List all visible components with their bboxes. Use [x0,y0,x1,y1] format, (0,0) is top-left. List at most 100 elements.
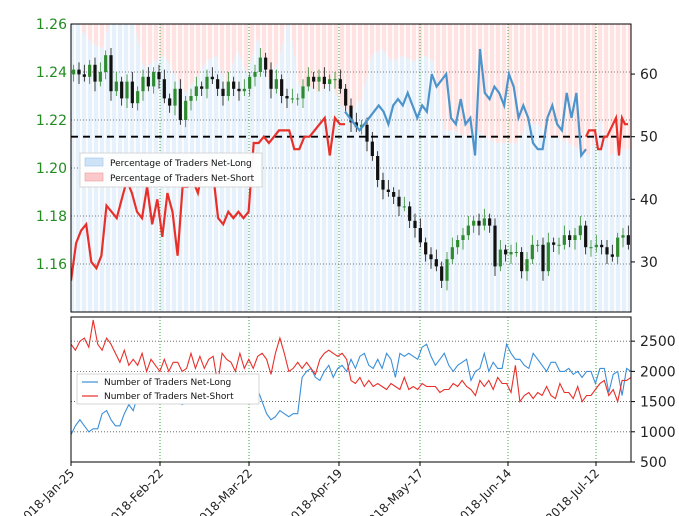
candle-body [285,96,289,99]
candle-body [152,72,156,87]
price-sentiment-panel: 1.26 1.24 1.22 1.20 1.18 1.16 60 50 40 30 Percen… [36,17,658,313]
candle-body [578,225,582,236]
candle-body [205,76,209,89]
candle-body [514,252,518,253]
candle-body [525,259,529,272]
candle-body [418,228,422,243]
candle-body [141,76,145,92]
candle-body [488,218,492,226]
candle-body [493,225,497,267]
bottom-legend: Number of Traders Net-Long Number of Tra… [76,373,260,405]
candle-body [125,81,129,99]
candle-body [338,79,342,89]
net-long-percent-line [344,48,587,159]
count-tick-label: 2000 [640,364,676,380]
count-tick-label: 500 [640,455,667,471]
candle-body [237,88,241,92]
candle-body [450,247,454,260]
candle-body [77,69,81,75]
candle-body [530,244,534,260]
candle-body [88,64,92,77]
candle-body [429,254,433,260]
legend-count-net-short: Number of Traders Net-Short [104,392,234,402]
date-tick-label: 2018-Mar-22 [191,466,255,516]
candle-body [573,235,577,240]
candle-body [434,259,438,267]
candle-body [109,55,113,92]
candle-body [605,247,609,255]
candle-body [120,81,124,99]
candle-body [536,244,540,246]
candle-body [349,105,353,123]
count-tick-label: 1500 [640,395,676,411]
price-tick-label: 1.20 [36,161,67,177]
date-axis: 2018-Jan-25 2018-Feb-22 2018-Mar-22 2018-Ap… [15,462,602,516]
candle-body [258,57,262,72]
candle-body [184,100,188,120]
candle-body [189,96,193,101]
candle-body [376,156,380,180]
percent-tick-label: 30 [640,255,658,271]
price-tick-label: 1.22 [36,113,67,129]
candle-body [408,206,412,221]
candle-body [93,64,97,82]
candle-body [82,74,86,77]
candle-body [280,79,284,96]
candle-body [114,81,118,92]
candle-body [621,235,625,238]
candle-body [344,88,348,106]
candle-body [210,76,214,80]
candle-body [477,220,481,226]
candle-body [221,88,225,96]
candle-body [322,76,326,84]
candle-body [274,79,278,89]
candle-body [98,72,102,82]
count-tick-label: 2500 [640,334,676,350]
candle-body [461,235,465,240]
candle-body [546,242,550,272]
candle-body [168,98,172,106]
candle-body [552,242,556,245]
legend-swatch-net-short [84,172,104,182]
candle-body [584,225,588,248]
candle-body [146,76,150,87]
candle-body [365,124,369,142]
candle-body [381,180,385,190]
trader-count-panel: 2500 2000 1500 1000 500 Number of Traders Ne… [70,316,676,471]
price-tick-label: 1.18 [36,209,67,225]
candle-body [402,206,406,208]
candle-body [562,235,566,245]
percent-tick-label: 40 [640,192,658,208]
candle-body [264,57,268,70]
legend-swatch-net-long [84,157,104,167]
candle-body [482,218,486,226]
candle-body [440,266,444,281]
price-axis: 1.26 1.24 1.22 1.20 1.18 1.16 [36,17,67,273]
candle-body [72,69,76,75]
candle-body [296,98,300,100]
candle-body [370,141,374,156]
count-tick-label: 1000 [640,425,676,441]
candle-body [413,220,417,228]
candle-body [157,72,161,80]
candle-body [248,76,252,89]
candle-body [386,189,390,192]
candle-body [136,91,140,104]
candle-body [216,79,220,89]
candle-body [200,86,204,89]
percent-axis: 60 50 40 30 [631,67,658,271]
candle-body [178,88,182,120]
candle-body [509,252,513,255]
candle-body [520,252,524,272]
candle-body [306,76,310,87]
candle-body [594,244,598,248]
candle-body [397,196,401,207]
candle-body [392,192,396,197]
top-panel-frame [70,23,632,313]
candle-body [290,98,294,100]
candle-body [589,247,593,249]
legend-box [79,152,263,188]
candle-body [253,72,257,77]
net-short-count-line [71,319,631,404]
